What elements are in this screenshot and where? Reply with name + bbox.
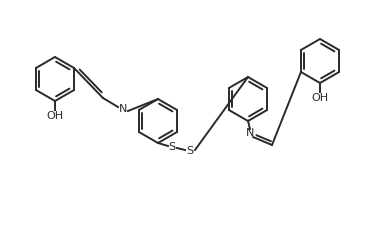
Text: S: S — [186, 146, 194, 156]
Text: N: N — [246, 128, 254, 138]
Text: S: S — [169, 142, 176, 152]
Text: OH: OH — [311, 93, 328, 103]
Text: OH: OH — [47, 111, 64, 121]
Text: N: N — [119, 104, 127, 114]
